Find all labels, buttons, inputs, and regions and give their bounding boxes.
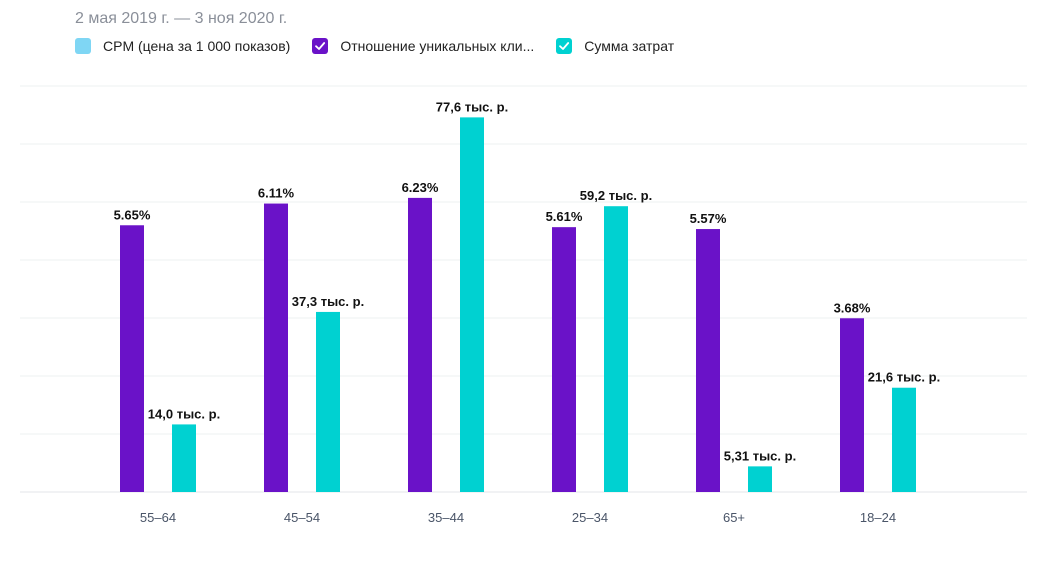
bar-value-label: 37,3 тыс. р. <box>292 294 364 309</box>
bar-spend[interactable] <box>172 424 196 492</box>
x-tick-label: 18–24 <box>860 510 896 525</box>
legend-item-cpm[interactable]: CPM (цена за 1 000 показов) <box>75 38 290 54</box>
legend-checkbox-unique-ratio <box>312 38 329 54</box>
bar-value-label: 59,2 тыс. р. <box>580 188 652 203</box>
bar-spend[interactable] <box>316 311 340 492</box>
legend-swatch-cpm <box>75 38 91 54</box>
legend-item-spend[interactable]: Сумма затрат <box>556 38 674 54</box>
bar-spend[interactable] <box>892 387 916 492</box>
bar-value-label: 5.57% <box>690 211 727 226</box>
x-tick-label: 45–54 <box>284 510 320 525</box>
legend: CPM (цена за 1 000 показов) Отношение ун… <box>75 38 696 54</box>
bar-value-label: 5,31 тыс. р. <box>724 448 796 463</box>
bar-unique-ratio[interactable] <box>120 225 144 492</box>
bar-value-label: 5.65% <box>114 207 151 222</box>
bar-spend[interactable] <box>748 466 772 492</box>
bar-unique-ratio[interactable] <box>552 227 576 492</box>
bar-value-label: 6.23% <box>402 180 439 195</box>
bar-value-label: 6.11% <box>258 186 295 201</box>
checkmark-icon <box>559 42 570 50</box>
x-tick-label: 65+ <box>723 510 745 525</box>
bar-unique-ratio[interactable] <box>696 229 720 492</box>
date-range: 2 мая 2019 г. — 3 ноя 2020 г. <box>75 10 288 27</box>
bar-spend[interactable] <box>460 117 484 493</box>
bar-value-label: 77,6 тыс. р. <box>436 99 508 114</box>
bar-value-label: 3.68% <box>834 300 871 315</box>
x-tick-label: 25–34 <box>572 510 608 525</box>
bar-value-label: 21,6 тыс. р. <box>868 370 940 385</box>
legend-item-unique-ratio[interactable]: Отношение уникальных кли... <box>312 38 534 54</box>
legend-label-spend: Сумма затрат <box>584 38 675 54</box>
bar-unique-ratio[interactable] <box>408 197 432 492</box>
x-tick-label: 35–44 <box>428 510 464 525</box>
legend-checkbox-spend <box>556 38 573 54</box>
bar-spend[interactable] <box>604 206 628 492</box>
legend-label-cpm: CPM (цена за 1 000 показов) <box>103 38 291 54</box>
bar-value-label: 5.61% <box>546 209 583 224</box>
bar-unique-ratio[interactable] <box>264 203 288 493</box>
bar-unique-ratio[interactable] <box>840 318 864 492</box>
x-tick-label: 55–64 <box>140 510 176 525</box>
bar-value-label: 14,0 тыс. р. <box>148 406 220 421</box>
checkmark-icon <box>315 42 326 50</box>
